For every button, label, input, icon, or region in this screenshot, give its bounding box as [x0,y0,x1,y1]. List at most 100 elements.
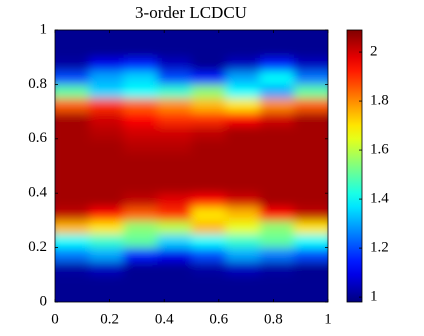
heatmap-cell [157,125,192,140]
heatmap-cell [225,30,261,45]
heatmap-cell [191,98,227,113]
heatmap-cell [123,125,158,140]
heatmap-cell [259,166,295,181]
y-tick-label: 0.8 [28,76,47,92]
heatmap-cell [225,84,261,99]
heatmap-cell [89,261,124,276]
colorbar-tick-label: 1.8 [370,93,389,109]
heatmap-cell [259,220,295,235]
heatmap-cell [293,138,328,153]
y-tick-label: 0.2 [28,239,47,255]
heatmap-cell [55,206,90,221]
colorbar-tick-label: 1.6 [370,142,389,158]
heatmap-cell [225,43,261,58]
heatmap-cell [55,43,90,58]
y-tick-label: 0.6 [28,130,47,146]
heatmap-cell [55,57,90,72]
heatmap-cell [293,152,328,167]
heatmap-cell [225,234,261,249]
heatmap-cell [157,98,192,113]
heatmap-cell [89,179,124,194]
heatmap-cell [157,84,192,99]
plot-frame [54,29,329,303]
heatmap-cell [191,247,227,262]
heatmap-cell [123,111,158,126]
heatmap-cell [157,288,192,302]
heatmap-cell [293,234,328,249]
x-tick-label: 1 [324,311,332,327]
heatmap-cell [259,274,295,289]
heatmap-cell [55,138,90,153]
heatmap-cell [55,220,90,235]
heatmap-cell [157,111,192,126]
heatmap-cell [123,179,158,194]
heatmap-cell [89,98,124,113]
heatmap-cell [123,152,158,167]
heatmap-cell [55,152,90,167]
heatmap-cell [259,98,295,113]
heatmap-cell [55,125,90,140]
heatmap-cell [89,247,124,262]
heatmap-cell [293,220,328,235]
heatmap-cell [293,98,328,113]
heatmap-cell [123,57,158,72]
heatmap-cell [293,179,328,194]
heatmap-cell [293,261,328,276]
heatmap-cell [55,166,90,181]
heatmap-cell [123,98,158,113]
heatmap-cell [225,166,261,181]
colorbar-tick-label: 1.4 [370,191,389,207]
heatmap-cell [89,43,124,58]
heatmap-cell [123,84,158,99]
heatmap-cell [225,138,261,153]
heatmap-cell [259,179,295,194]
heatmap-cell [225,125,261,140]
heatmap-cell [89,152,124,167]
heatmap-cell [191,274,227,289]
heatmap-cell [191,43,227,58]
heatmap-cell [89,125,124,140]
heatmap-cell [293,125,328,140]
heatmap-cell [225,98,261,113]
heatmap-cell [123,247,158,262]
heatmap-cell [259,43,295,58]
heatmap-cell [293,206,328,221]
heatmap-cell [55,247,90,262]
heatmap-cell [55,179,90,194]
heatmap-cell [55,111,90,126]
heatmap-cell [55,288,90,302]
heatmap-cell [89,274,124,289]
heatmap-cell [157,247,192,262]
heatmap-cell [225,220,261,235]
heatmap-cell [89,234,124,249]
colorbar-tick-label: 1 [370,289,378,305]
heatmap-cell [293,166,328,181]
heatmap-cell [259,125,295,140]
x-tick-label: 0.2 [100,311,119,327]
heatmap-cell [157,138,192,153]
heatmap-clip [55,30,328,302]
x-tick-label: 0.8 [264,311,283,327]
heatmap-cell [157,57,192,72]
heatmap-cell [293,57,328,72]
heatmap-cell [89,206,124,221]
heatmap-cell [259,70,295,85]
heatmap-cell [55,274,90,289]
heatmap [55,30,328,302]
heatmap-cell [157,43,192,58]
chart-title: 3-order LCDCU [135,3,247,22]
heatmap-cell [191,193,227,208]
heatmap-cell [225,152,261,167]
heatmap-cell [225,288,261,302]
y-tick-label: 0 [40,293,48,309]
x-tick-label: 0.6 [209,311,228,327]
heatmap-cell [191,138,227,153]
heatmap-cell [55,193,90,208]
heatmap-cell [191,152,227,167]
heatmap-cell [293,274,328,289]
heatmap-cell [259,206,295,221]
heatmap-cell [191,57,227,72]
heatmap-cell [191,111,227,126]
heatmap-cell [89,166,124,181]
